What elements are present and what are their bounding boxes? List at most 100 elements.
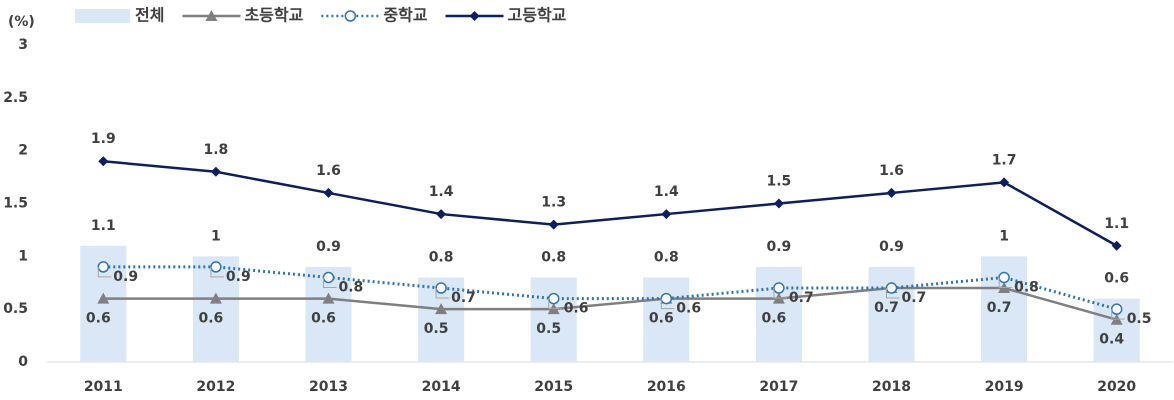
marker bbox=[323, 187, 334, 198]
legend-label: 전체 bbox=[135, 6, 164, 25]
data-label: 1.1 bbox=[1104, 216, 1129, 232]
data-label: 0.8 bbox=[541, 249, 566, 265]
data-label: 1.1 bbox=[91, 218, 116, 234]
bar bbox=[643, 277, 690, 362]
data-label: 0.9 bbox=[226, 269, 251, 285]
marker bbox=[773, 282, 785, 294]
marker bbox=[547, 292, 560, 305]
leader-line bbox=[660, 298, 675, 310]
y-axis-label: (%) bbox=[8, 14, 35, 30]
leader-line bbox=[548, 298, 562, 310]
data-label: 0.9 bbox=[113, 269, 138, 285]
data-label: 0.5 bbox=[536, 321, 561, 337]
leader-line bbox=[97, 266, 112, 278]
marker bbox=[322, 271, 335, 284]
data-label: 0.9 bbox=[879, 239, 904, 255]
data-label: 0.7 bbox=[451, 290, 476, 306]
marker bbox=[205, 10, 218, 21]
data-label: 0.6 bbox=[311, 311, 336, 327]
legend: 전체 초등학교 중학교 고등학교 bbox=[75, 6, 567, 25]
data-label: 1.4 bbox=[654, 184, 679, 200]
marker bbox=[661, 209, 672, 220]
marker bbox=[344, 10, 357, 22]
y-tick-label: 0 bbox=[18, 354, 28, 370]
data-label: 0.6 bbox=[1104, 271, 1129, 287]
marker bbox=[98, 156, 109, 167]
y-tick-label: 0.5 bbox=[3, 301, 28, 317]
leader-line bbox=[886, 288, 900, 299]
x-tick-label: 2011 bbox=[84, 379, 123, 395]
data-label: 0.9 bbox=[766, 239, 791, 255]
line bbox=[103, 159, 1118, 247]
marker bbox=[435, 303, 448, 315]
marker bbox=[435, 282, 447, 294]
marker bbox=[999, 177, 1010, 188]
y-tick-label: 2.5 bbox=[3, 90, 28, 106]
marker bbox=[1110, 303, 1123, 315]
data-label: 0.7 bbox=[987, 300, 1012, 316]
data-label: 0.8 bbox=[654, 249, 679, 265]
data-label: 0.7 bbox=[902, 290, 927, 306]
legend-swatch bbox=[75, 9, 130, 23]
x-tick-label: 2016 bbox=[647, 379, 686, 395]
data-label: 0.7 bbox=[874, 300, 899, 316]
y-tick-label: 3 bbox=[18, 37, 28, 53]
data-label: 1.5 bbox=[766, 174, 791, 190]
data-label: 1 bbox=[211, 228, 221, 244]
leader-line bbox=[1111, 309, 1125, 320]
bar bbox=[192, 256, 239, 362]
data-label: 0.6 bbox=[761, 311, 786, 327]
data-label: 0.6 bbox=[676, 301, 701, 317]
marker bbox=[1111, 240, 1122, 251]
data-label: 1.3 bbox=[541, 195, 566, 211]
data-label: 1.7 bbox=[992, 152, 1017, 168]
data-label: 1.6 bbox=[879, 163, 904, 179]
data-label: 1 bbox=[999, 228, 1009, 244]
x-tick-label: 2012 bbox=[196, 379, 235, 395]
data-label: 0.4 bbox=[1099, 332, 1124, 348]
data-label: 1.9 bbox=[91, 131, 116, 147]
data-label: 0.8 bbox=[1014, 279, 1039, 295]
marker bbox=[210, 261, 222, 273]
y-tick-label: 1.5 bbox=[3, 196, 28, 212]
marker bbox=[436, 209, 447, 220]
marker bbox=[998, 271, 1010, 284]
y-tick-label: 2 bbox=[18, 143, 28, 159]
leader-line bbox=[435, 288, 450, 299]
marker bbox=[209, 292, 222, 304]
marker bbox=[210, 166, 221, 177]
x-tick-label: 2018 bbox=[872, 379, 911, 395]
marker bbox=[885, 282, 898, 294]
marker bbox=[97, 292, 110, 304]
data-label: 0.6 bbox=[649, 311, 674, 327]
x-tick-label: 2020 bbox=[1097, 379, 1136, 395]
legend-label: 고등학교 bbox=[508, 6, 567, 25]
leader-line bbox=[773, 288, 787, 299]
marker bbox=[97, 261, 110, 273]
x-tick-label: 2019 bbox=[985, 379, 1024, 395]
data-label: 1.8 bbox=[203, 142, 228, 158]
data-label: 0.6 bbox=[86, 311, 111, 327]
data-label: 0.6 bbox=[198, 311, 223, 327]
marker bbox=[548, 219, 559, 230]
data-label: 0.8 bbox=[429, 249, 454, 265]
y-tick-label: 1 bbox=[18, 248, 28, 264]
line bbox=[103, 286, 1118, 321]
data-label: 0.9 bbox=[316, 239, 341, 255]
line bbox=[103, 265, 1118, 311]
data-label: 0.8 bbox=[339, 279, 364, 295]
leader-line bbox=[323, 277, 337, 288]
marker bbox=[660, 292, 673, 305]
marker bbox=[322, 292, 335, 304]
leader-line bbox=[998, 277, 1013, 288]
bar bbox=[530, 277, 577, 362]
data-label: 1.4 bbox=[429, 184, 454, 200]
legend-label: 중학교 bbox=[383, 6, 427, 25]
x-tick-label: 2017 bbox=[759, 379, 798, 395]
data-label: 0.7 bbox=[789, 290, 814, 306]
marker bbox=[469, 11, 480, 21]
x-tick-label: 2013 bbox=[309, 379, 348, 395]
marker bbox=[886, 187, 897, 198]
data-label: 1.6 bbox=[316, 163, 341, 179]
